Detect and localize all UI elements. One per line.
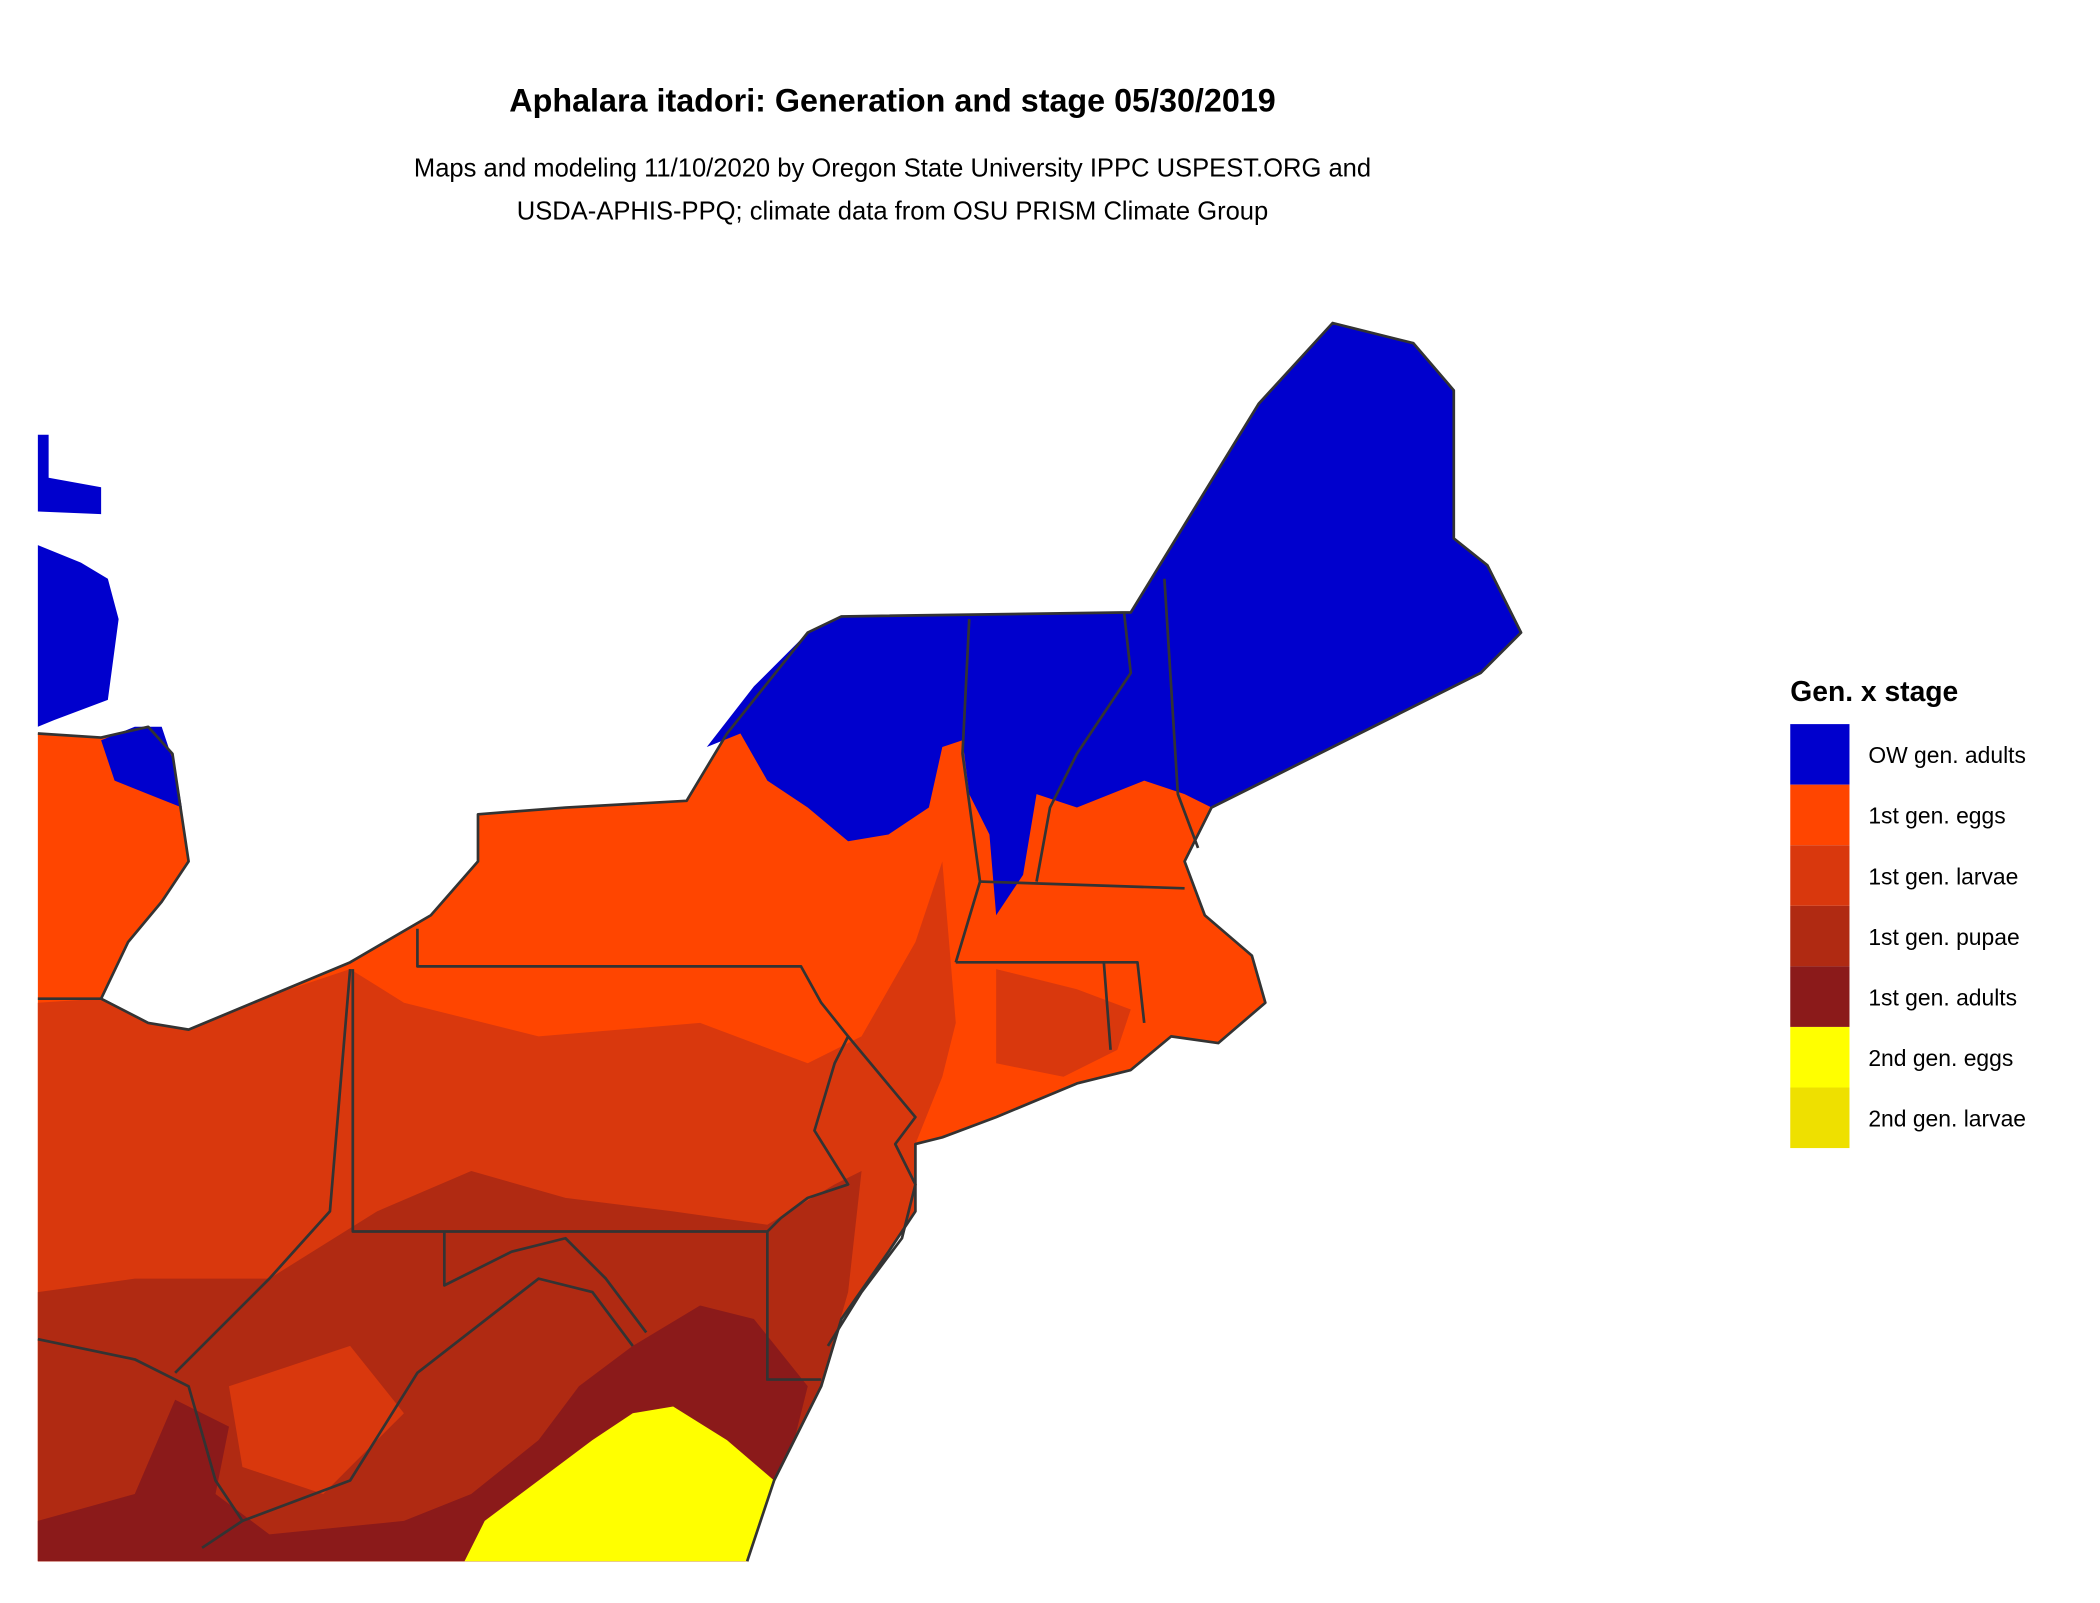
state-border-wv-va <box>37 1337 244 1549</box>
map-subtitle-line1: Maps and modeling 11/10/2020 by Oregon S… <box>414 154 1371 182</box>
legend-swatch <box>1790 966 1850 1027</box>
state-border-ny-vt <box>954 619 982 963</box>
legend-label: 1st gen. adults <box>1868 984 2017 1010</box>
legend-label: 1st gen. eggs <box>1868 803 2005 829</box>
legend-title: Gen. x stage <box>1790 675 1958 707</box>
state-border-md <box>442 1231 648 1334</box>
state-border-ri <box>1103 960 1146 1024</box>
region-ow-adults-mi-lower <box>37 545 119 727</box>
legend-swatch <box>1790 1026 1850 1088</box>
region-ow-adults-mi-upper <box>37 434 102 515</box>
legend-label: OW gen. adults <box>1868 742 2026 768</box>
legend-label: 1st gen. pupae <box>1868 924 2019 950</box>
map-title: Aphalara itadori: Generation and stage 0… <box>509 83 1275 119</box>
region-1st-gen-larvae-ne <box>996 969 1131 1077</box>
legend: Gen. x stage OW gen. adults 1st gen. eggs… <box>1790 675 2026 1149</box>
region-ow-adults-mi-east <box>101 726 182 808</box>
legend-label: 2nd gen. eggs <box>1868 1045 2013 1071</box>
state-border-de <box>766 1231 822 1381</box>
legend-swatch <box>1790 1087 1850 1149</box>
legend-label: 2nd gen. larvae <box>1868 1106 2026 1132</box>
legend-label: 1st gen. larvae <box>1868 863 2018 889</box>
state-border-oh-wv <box>174 968 352 1374</box>
legend-swatch <box>1790 905 1850 967</box>
region-ow-adults <box>706 323 1522 916</box>
map-subtitle-line2: USDA-APHIS-PPQ; climate data from OSU PR… <box>517 197 1268 225</box>
coastline <box>37 321 1523 1562</box>
legend-swatch <box>1790 784 1850 846</box>
legend-swatch <box>1790 724 1850 785</box>
state-border-vt-nh <box>1035 612 1133 882</box>
region-2nd-gen-eggs <box>464 1406 775 1562</box>
state-border-va <box>241 1277 634 1523</box>
state-border-nh-me <box>1163 578 1200 849</box>
state-border-ma <box>979 880 1185 890</box>
legend-swatch <box>1790 845 1850 906</box>
region-1st-gen-larvae-patch <box>228 1345 404 1494</box>
map-area <box>37 321 1523 1562</box>
